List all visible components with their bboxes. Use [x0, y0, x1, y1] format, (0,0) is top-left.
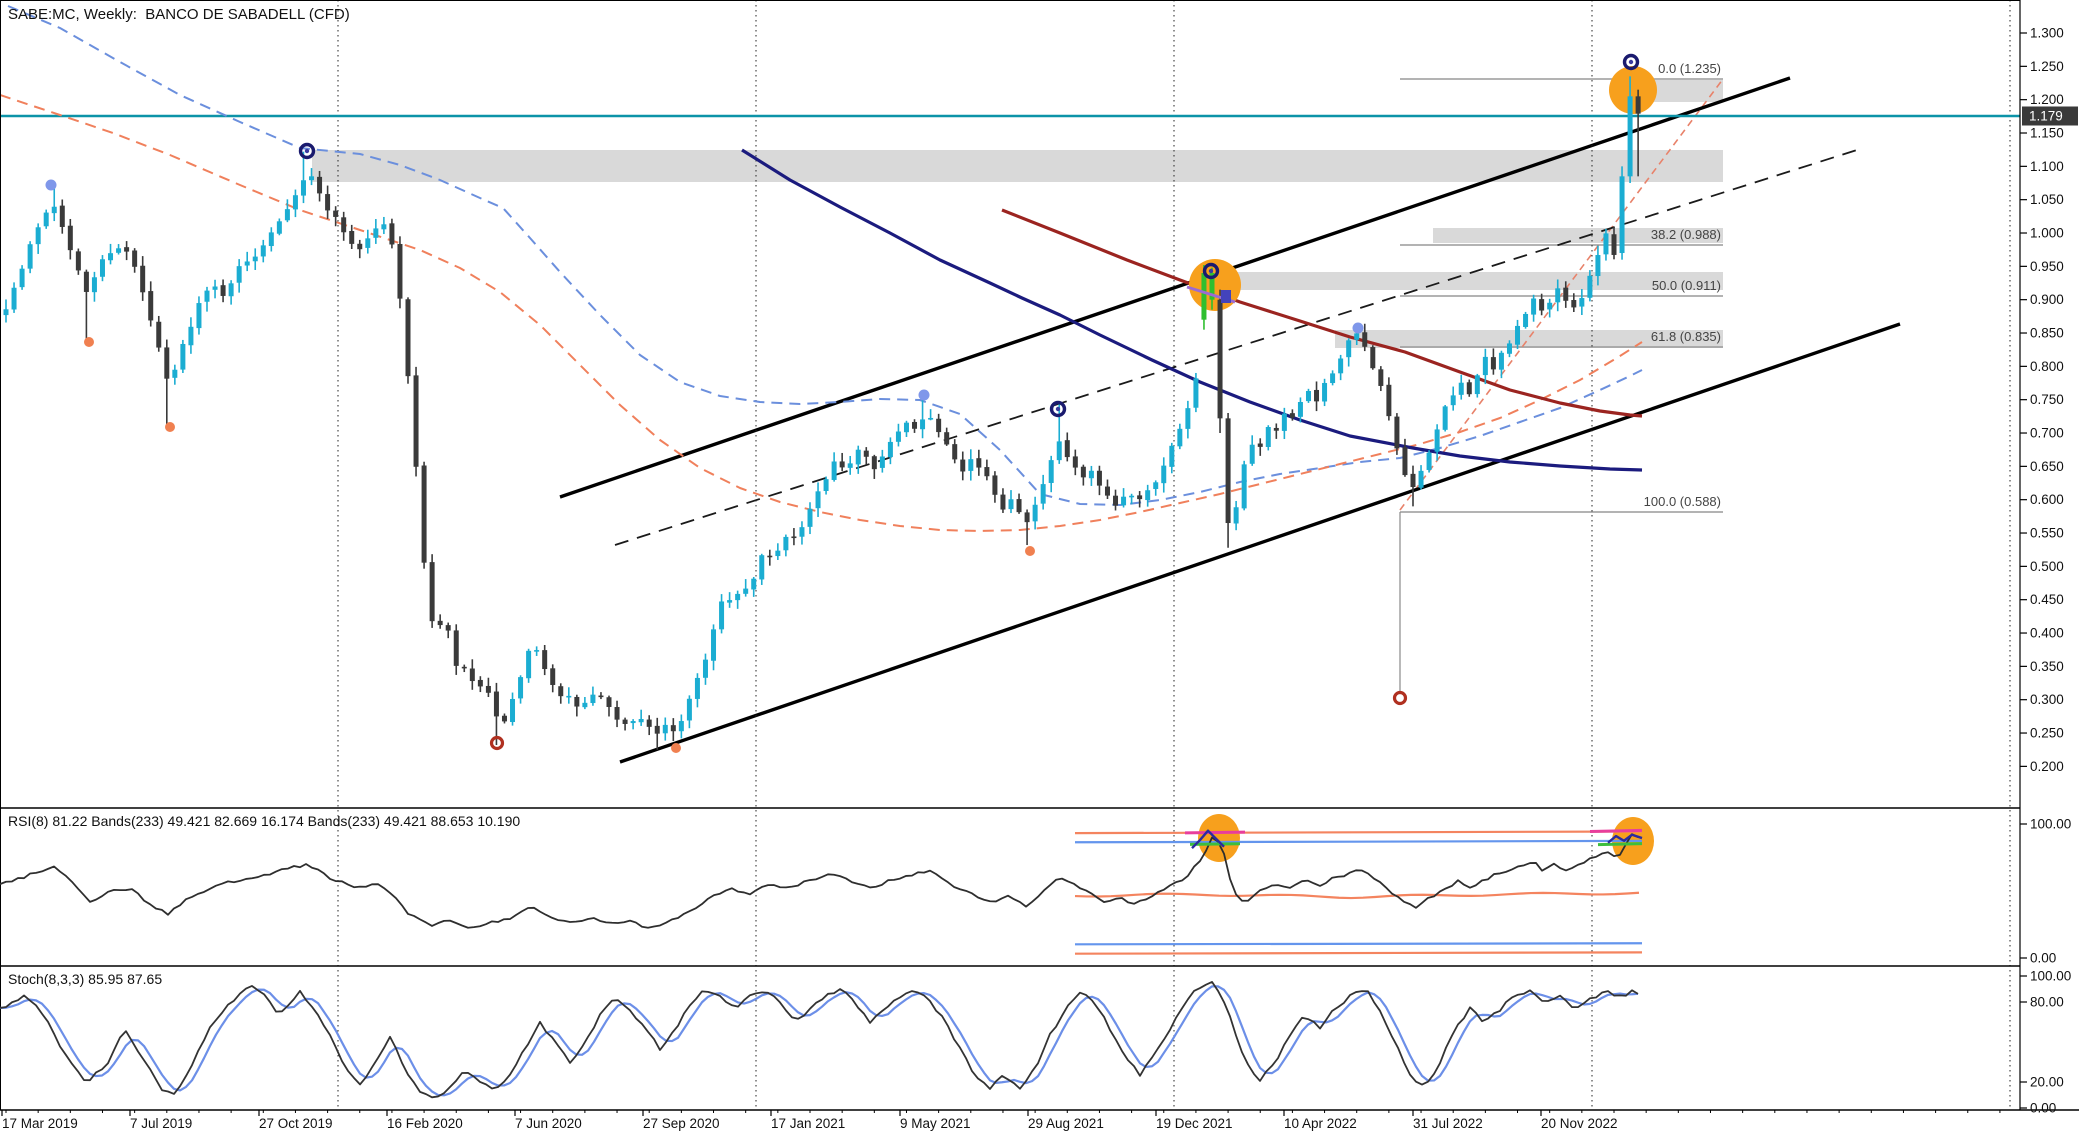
time-axis-label: 29 Aug 2021	[1028, 1116, 1104, 1131]
time-axis-label: 17 Jan 2021	[771, 1116, 845, 1131]
price-axis-label: 0.450	[2030, 592, 2064, 607]
price-axis-label: 0.350	[2030, 659, 2064, 674]
price-axis-label: 0.850	[2030, 326, 2064, 341]
price-axis-label: 0.300	[2030, 692, 2064, 707]
price-axis-label: 1.100	[2030, 159, 2064, 174]
time-axis-label: 27 Sep 2020	[643, 1116, 720, 1131]
rsi-navy-segment	[1607, 833, 1643, 844]
fib-trendline	[1399, 78, 1724, 511]
rsi-signal-circle	[1198, 814, 1240, 862]
time-axis-label: 9 May 2021	[900, 1116, 971, 1131]
rsi-green-segment	[1597, 842, 1643, 847]
pivot-high-donut-core	[1628, 59, 1634, 65]
stoch-k-line	[0, 980, 1639, 1099]
price-axis-label: 0.550	[2030, 526, 2064, 541]
supply-demand-zone	[1335, 330, 1723, 348]
supply-demand-zone	[312, 150, 1723, 182]
pivot-high-donut	[1049, 400, 1067, 418]
price-axis-label: 0.700	[2030, 426, 2064, 441]
fib-level-label: 0.0 (1.235)	[1658, 61, 1721, 76]
price-axis-label: 1.200	[2030, 92, 2064, 107]
pivot-low-donut	[1392, 690, 1408, 706]
time-axis-label: 16 Feb 2020	[387, 1116, 463, 1131]
pivot-low-donut	[489, 735, 505, 751]
trend-channel-line	[619, 322, 1901, 764]
supply-demand-zone	[1219, 272, 1723, 290]
indigo-square-marker	[1221, 290, 1231, 303]
time-axis-label: 7 Jul 2019	[130, 1116, 192, 1131]
pivot-high-donut-core	[304, 148, 310, 154]
fib-level-label: 38.2 (0.988)	[1651, 227, 1721, 242]
stoch-axis-label: 100.00	[2030, 969, 2071, 984]
rsi-band-line	[1074, 830, 1643, 835]
ma-dashed-blue	[7, 5, 1643, 506]
stoch-axis-label: 20.00	[2030, 1075, 2064, 1090]
stoch-axis-label: 80.00	[2030, 995, 2064, 1010]
fib-level-label: 61.8 (0.835)	[1651, 329, 1721, 344]
price-axis-label: 0.800	[2030, 359, 2064, 374]
trend-dashed-midline	[614, 148, 1861, 546]
rsi-magenta-segment	[1589, 828, 1643, 834]
time-axis-label: 20 Nov 2022	[1541, 1116, 1618, 1131]
fractal-low-dot	[84, 337, 94, 347]
price-axis-label: 0.950	[2030, 259, 2064, 274]
price-axis-label: 1.300	[2030, 26, 2064, 41]
price-axis-label: 1.050	[2030, 192, 2064, 207]
price-axis-label: 0.200	[2030, 759, 2064, 774]
price-axis-label: 0.650	[2030, 459, 2064, 474]
rsi-green-segment	[1189, 842, 1241, 846]
price-axis-label: 0.600	[2030, 492, 2064, 507]
time-axis-label: 19 Dec 2021	[1156, 1116, 1233, 1131]
rsi-magenta-segment	[1184, 830, 1246, 835]
rsi-axis-label: 0.00	[2030, 951, 2056, 966]
fractal-high-dot	[1352, 322, 1364, 334]
fractal-high-dot	[918, 389, 930, 401]
rsi-axis-label: 100.00	[2030, 817, 2071, 832]
pivot-high-donut-core	[1055, 406, 1061, 412]
price-axis-label: 1.250	[2030, 59, 2064, 74]
time-axis-label: 7 Jun 2020	[515, 1116, 582, 1131]
fractal-high-dot	[45, 179, 57, 191]
stoch-d-line	[0, 985, 1639, 1097]
price-axis-label: 0.500	[2030, 559, 2064, 574]
fib-level-label: 50.0 (0.911)	[1652, 278, 1721, 293]
price-axis-label: 0.250	[2030, 726, 2064, 741]
stoch-axis-label: 0.00	[2030, 1101, 2056, 1116]
pivot-high-donut	[1202, 262, 1220, 280]
fib-level-label: 100.0 (0.588)	[1644, 494, 1721, 509]
price-axis-label: 1.000	[2030, 226, 2064, 241]
rsi-band-line	[1074, 839, 1643, 844]
ma-solid-navy	[741, 148, 1643, 472]
price-axis-label: 0.750	[2030, 392, 2064, 407]
price-axis-label: 0.900	[2030, 292, 2064, 307]
current-price-tag	[2022, 106, 2078, 126]
fractal-low-dot	[671, 743, 681, 753]
current-price-tag-text: 1.179	[2029, 109, 2063, 124]
ma-solid-maroon	[1001, 208, 1643, 418]
supply-demand-zone	[1433, 228, 1723, 243]
price-axis-label: 1.150	[2030, 126, 2064, 141]
pivot-high-donut-core	[1208, 268, 1214, 274]
time-axis-label: 27 Oct 2019	[259, 1116, 333, 1131]
time-axis-label: 31 Jul 2022	[1413, 1116, 1483, 1131]
pivot-high-donut	[1622, 53, 1640, 71]
fractal-low-dot	[165, 422, 175, 432]
trend-channel-line	[559, 76, 1791, 499]
rsi-band-mid	[1074, 891, 1640, 900]
signal-highlight-circle	[1609, 66, 1657, 114]
time-axis-label: 17 Mar 2019	[2, 1116, 78, 1131]
rsi-band-line	[1074, 951, 1643, 955]
rsi-band-line	[1074, 942, 1643, 946]
rsi-navy-segment	[1191, 829, 1225, 849]
price-axis-label: 0.400	[2030, 626, 2064, 641]
time-axis-label: 10 Apr 2022	[1284, 1116, 1357, 1131]
pivot-high-donut	[298, 142, 316, 160]
fractal-low-dot	[1025, 546, 1035, 556]
rsi-line	[0, 833, 1639, 929]
